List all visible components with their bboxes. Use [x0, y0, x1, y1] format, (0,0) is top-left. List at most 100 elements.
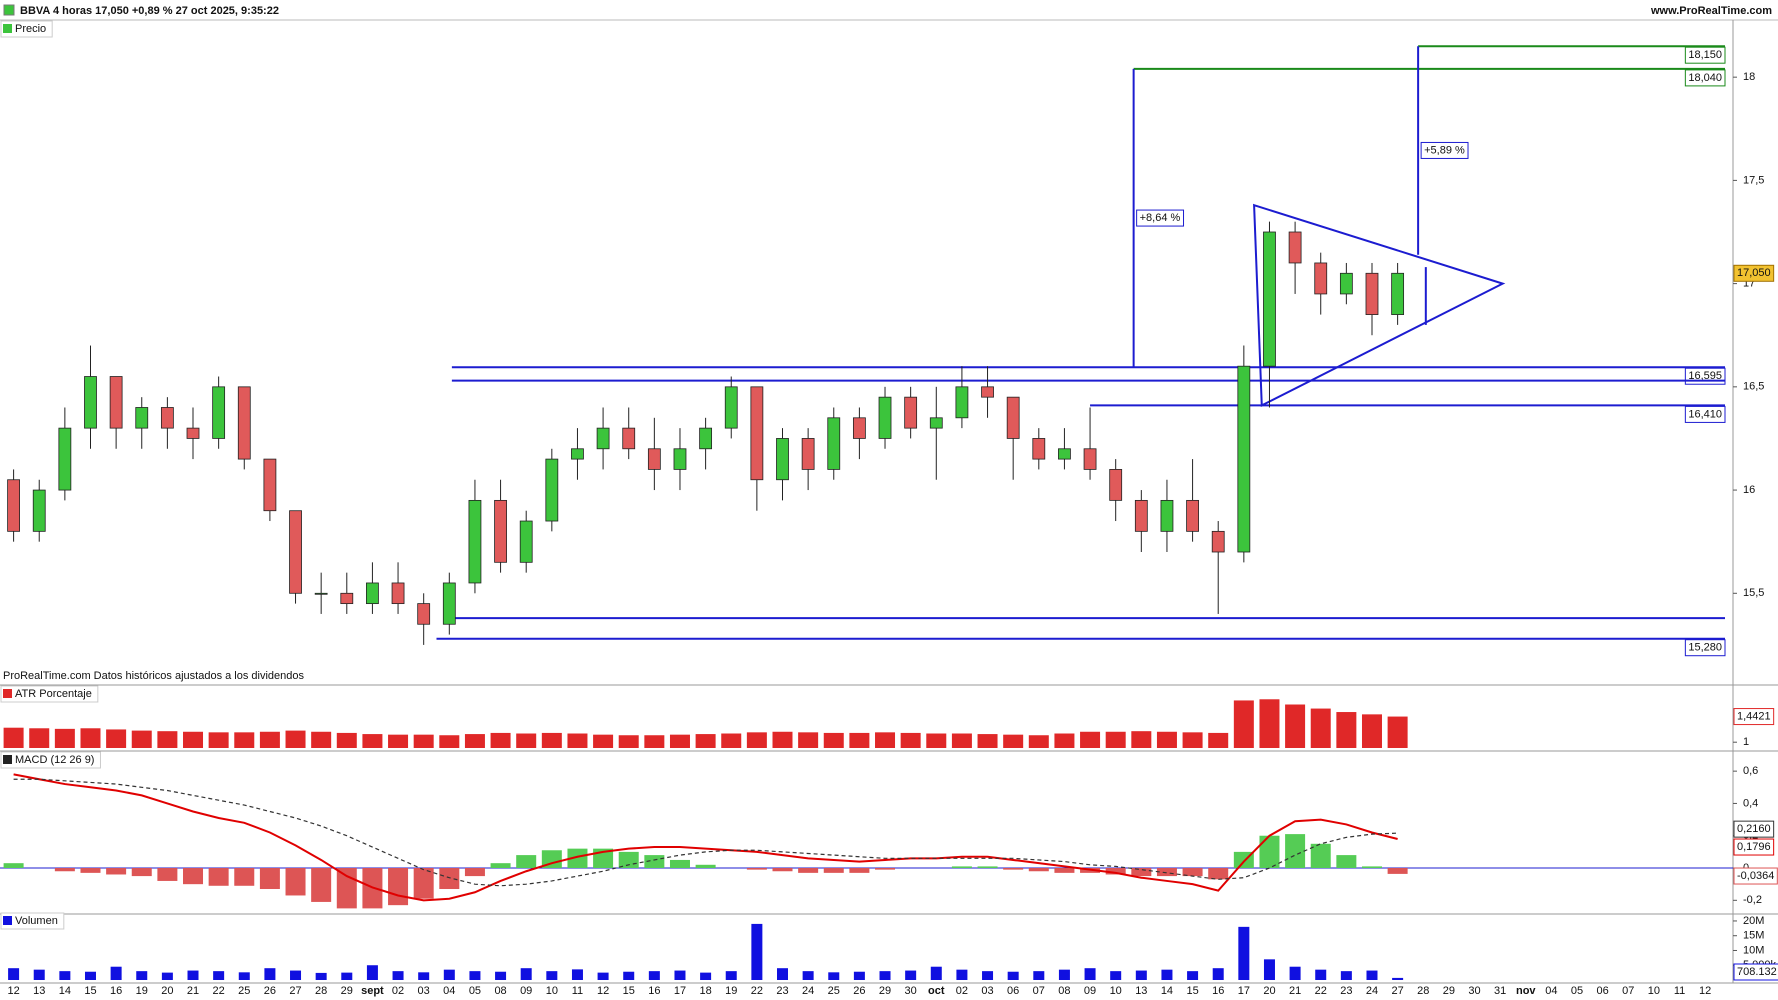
bar — [413, 734, 434, 748]
level-label-box — [1684, 46, 1726, 64]
x-tick-label: 12 — [7, 985, 19, 997]
candle-body — [776, 438, 789, 481]
last-value-box — [1733, 867, 1778, 885]
bar — [879, 971, 891, 980]
macd-line — [13, 773, 1398, 902]
bar — [951, 733, 972, 748]
bar — [80, 728, 101, 748]
x-tick-label: 08 — [494, 985, 506, 997]
bar — [1084, 968, 1096, 980]
measure-label-box — [1136, 209, 1185, 227]
x-tick-label: 26 — [264, 985, 276, 997]
bar — [1054, 733, 1075, 748]
bar — [213, 971, 225, 980]
panel-title-frame — [0, 751, 101, 769]
bar — [1110, 971, 1122, 980]
bar — [1003, 734, 1024, 748]
bar — [956, 969, 968, 980]
bar — [157, 731, 178, 748]
level-label: 15,280 — [1688, 642, 1722, 654]
level-label: 18,150 — [1688, 49, 1722, 61]
y-tick-label: 10M — [1743, 944, 1764, 956]
bar — [798, 732, 819, 748]
bar — [106, 729, 127, 748]
bar — [900, 732, 921, 748]
x-tick-label: 16 — [648, 985, 660, 997]
x-tick-label: 29 — [879, 985, 891, 997]
histogram-bar — [183, 868, 204, 885]
y-tick-label: 15M — [1743, 930, 1764, 942]
histogram-bar — [644, 855, 665, 869]
bar — [1285, 704, 1306, 748]
panel-title-frame — [0, 912, 65, 930]
x-tick-label: 20 — [161, 985, 173, 997]
candle-body — [750, 386, 764, 481]
histogram-bar — [336, 868, 357, 909]
histogram-bar — [80, 868, 101, 873]
bar — [418, 972, 430, 980]
x-tick-label: 13 — [33, 985, 45, 997]
x-tick-label: 09 — [520, 985, 532, 997]
bar — [725, 971, 737, 980]
histogram-bar — [234, 868, 255, 886]
y-tick-label: 16,5 — [1743, 381, 1764, 393]
histogram-bar — [1208, 868, 1229, 880]
bar — [695, 734, 716, 748]
x-tick-label: 23 — [1340, 985, 1352, 997]
bar — [1007, 971, 1019, 980]
bar — [336, 732, 357, 748]
x-tick-label: sept — [361, 985, 384, 997]
candle-body — [135, 407, 149, 429]
bar — [746, 732, 767, 748]
bar — [802, 971, 814, 980]
candle-body — [7, 479, 20, 532]
panel-title: Precio — [15, 23, 46, 35]
last-value: 0,2160 — [1737, 823, 1771, 835]
x-tick-label: 08 — [1058, 985, 1070, 997]
level-label: 18,040 — [1688, 72, 1722, 84]
histogram-bar — [1131, 868, 1152, 877]
candle-body — [1006, 396, 1020, 439]
x-tick-label: 16 — [1212, 985, 1224, 997]
candle-body — [596, 427, 610, 450]
bar — [1208, 732, 1229, 748]
x-tick-label: 25 — [238, 985, 250, 997]
level-label-box — [1684, 69, 1726, 87]
histogram-bar — [157, 868, 178, 881]
last-value: 0,1796 — [1737, 841, 1771, 853]
candle-body — [801, 438, 815, 470]
bar — [1340, 971, 1352, 980]
histogram-bar — [259, 868, 280, 890]
panel-icon — [3, 24, 12, 33]
candle-body — [1391, 272, 1405, 315]
candle-body — [1314, 262, 1328, 295]
histogram-bar — [772, 868, 793, 872]
histogram-bar — [311, 868, 332, 902]
candle-body — [1186, 499, 1199, 532]
candle-body — [981, 386, 994, 398]
candle-body — [1211, 530, 1225, 553]
histogram-bar — [131, 868, 152, 877]
level-label-box — [1684, 639, 1726, 657]
bar — [520, 968, 532, 980]
candle-body — [186, 427, 200, 439]
bar — [59, 971, 71, 980]
x-tick-label: oct — [928, 985, 945, 997]
bar — [469, 971, 481, 980]
candle-body — [724, 386, 738, 429]
bar — [926, 733, 947, 748]
histogram-bar — [567, 848, 588, 869]
x-tick-label: 03 — [418, 985, 430, 997]
x-tick-label: 06 — [1597, 985, 1609, 997]
level-label-box — [1684, 405, 1726, 423]
y-tick-label: 15,5 — [1743, 587, 1764, 599]
histogram-bar — [439, 868, 460, 890]
bar — [1187, 971, 1199, 980]
y-tick-label: 20M — [1743, 915, 1764, 927]
bar — [183, 731, 204, 748]
x-tick-label: 10 — [1110, 985, 1122, 997]
x-tick-label: 02 — [956, 985, 968, 997]
x-tick-label: 30 — [1468, 985, 1480, 997]
bar — [33, 969, 45, 980]
x-tick-label: 14 — [59, 985, 71, 997]
